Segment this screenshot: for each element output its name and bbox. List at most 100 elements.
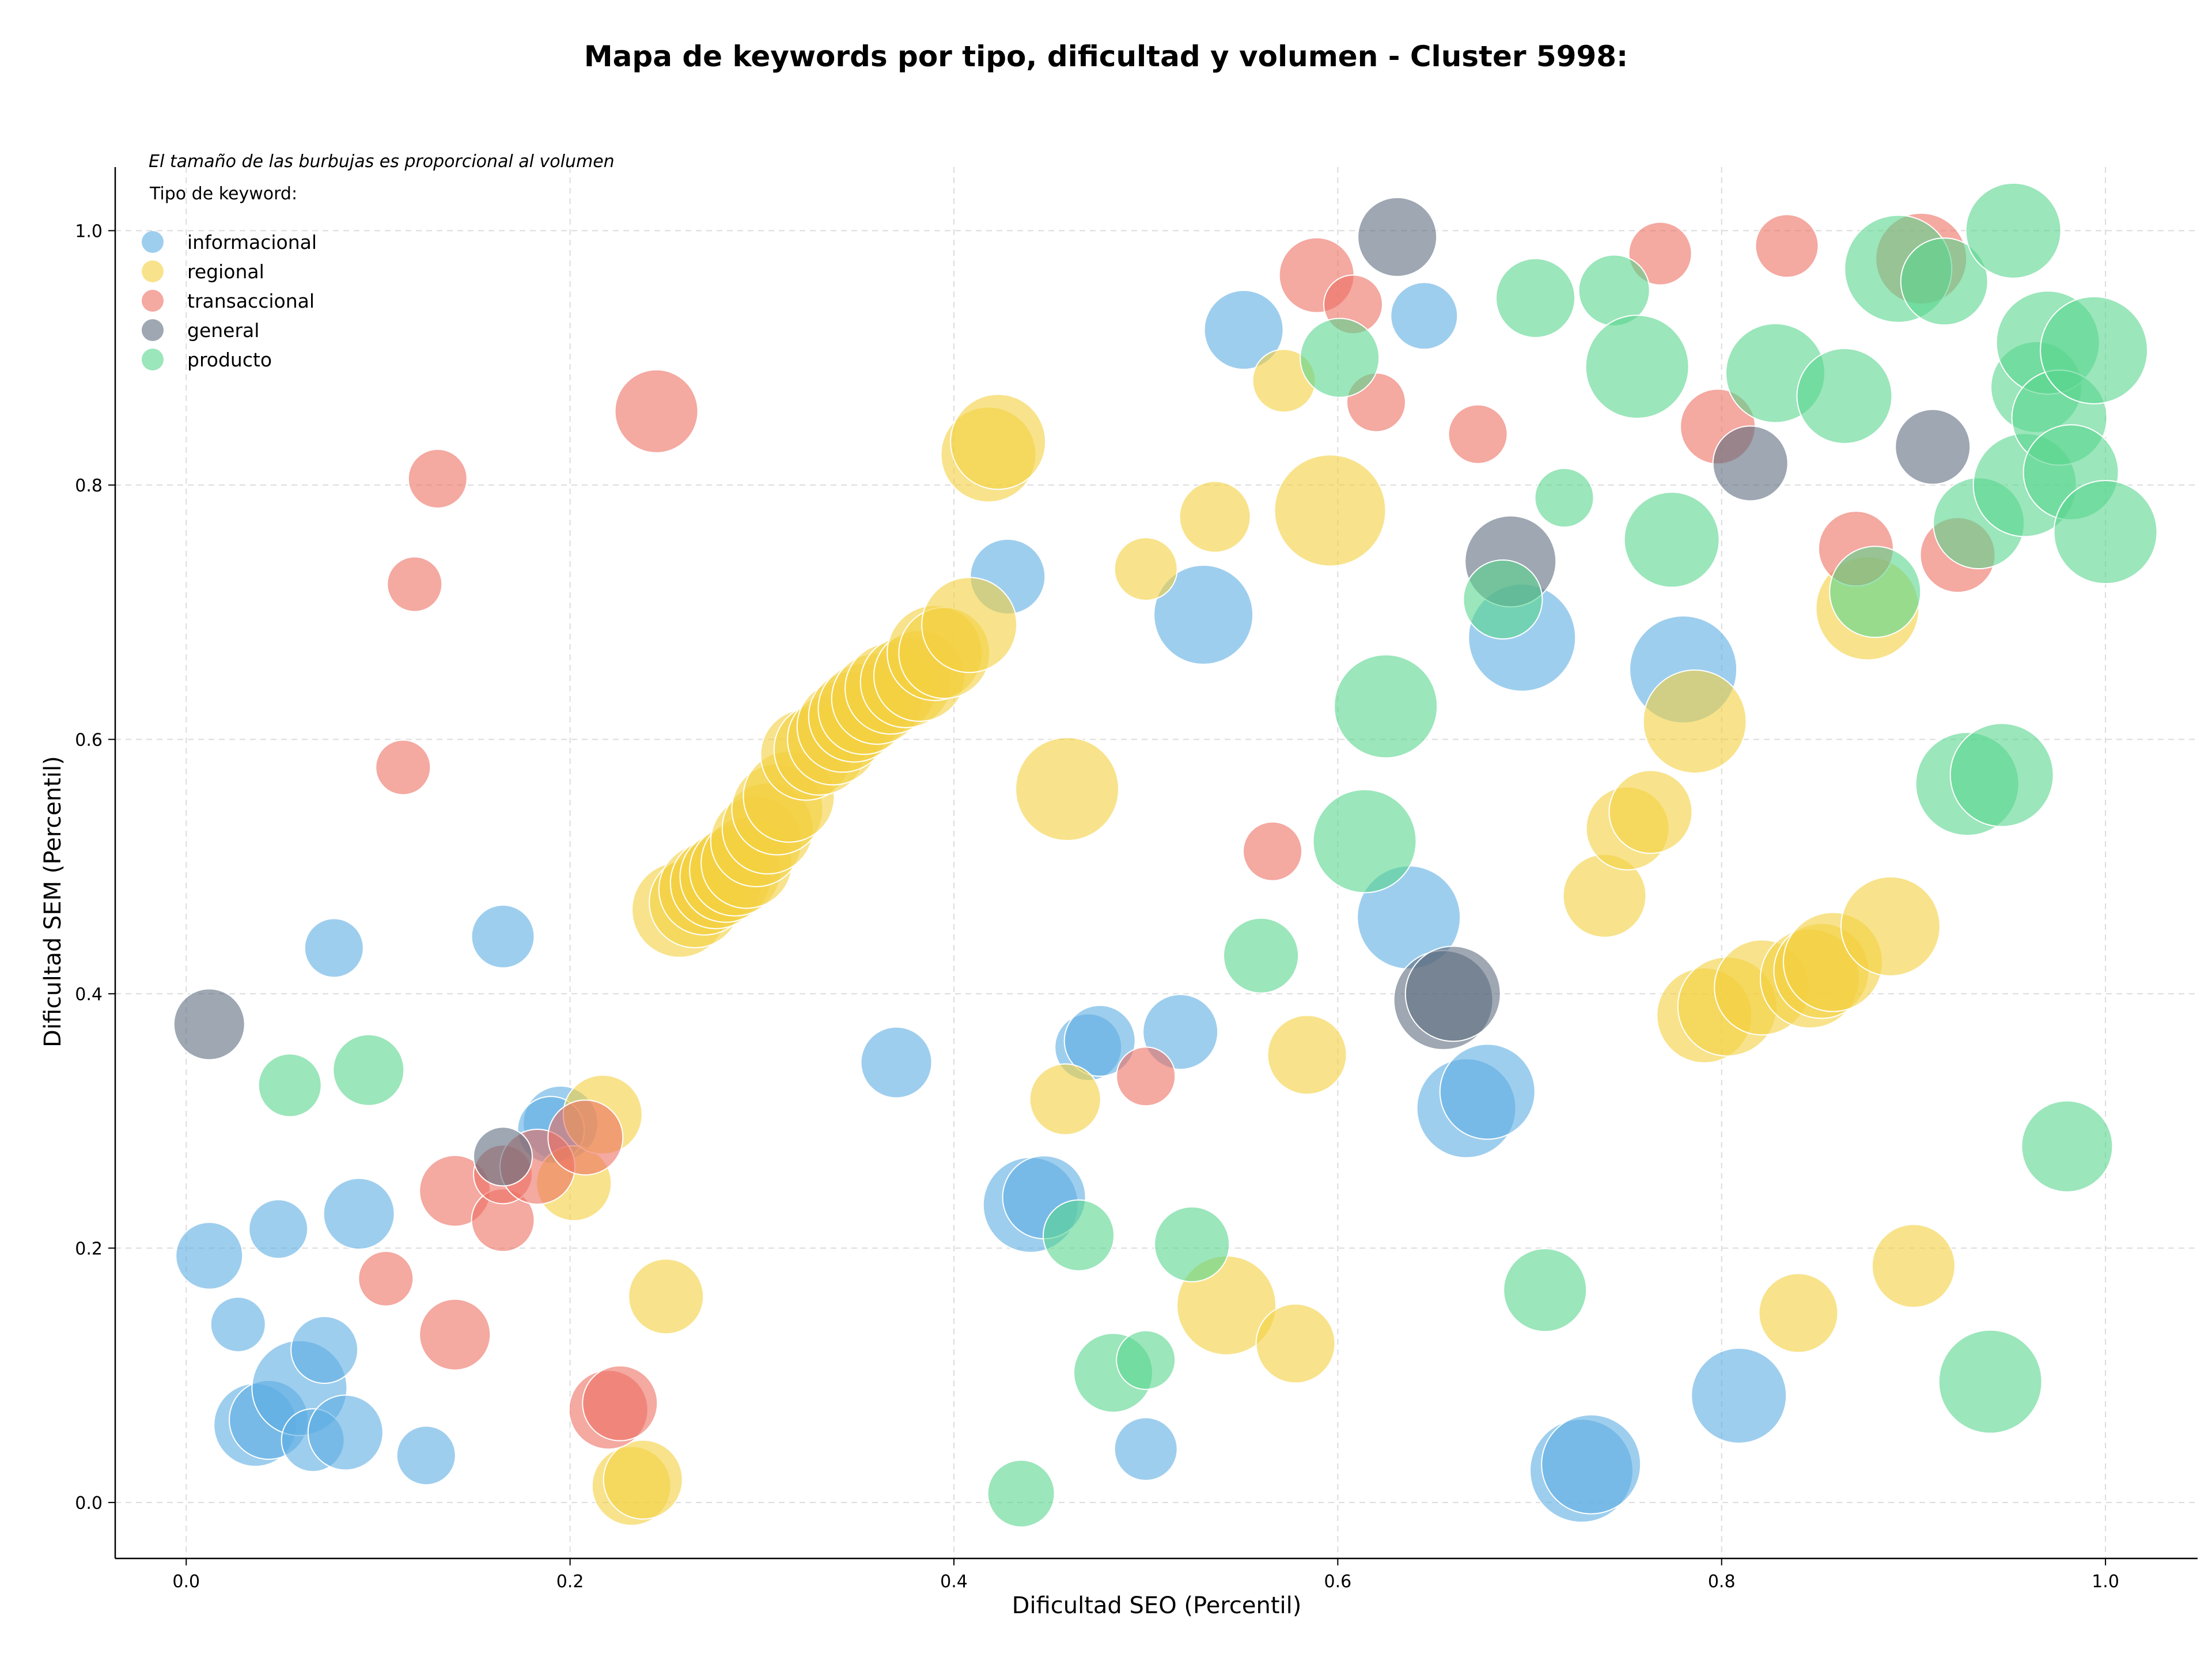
bubble-regional	[921, 577, 1018, 674]
y-axis-label: Dificultad SEM (Percentil)	[40, 756, 66, 1047]
bubble-transaccional	[358, 1250, 414, 1307]
legend-label-regional: regional	[187, 260, 264, 283]
bubble-transaccional	[387, 556, 443, 612]
y-tick-label: 0.6	[75, 730, 103, 750]
bubble-informacional	[248, 1199, 309, 1259]
bubble-producto	[1223, 917, 1300, 994]
bubble-producto	[1623, 491, 1720, 588]
bubble-regional	[1267, 1015, 1347, 1095]
bubble-informacional	[307, 1394, 384, 1471]
legend-marker-regional	[142, 260, 164, 282]
legend-label-informacional: informacional	[187, 231, 317, 253]
bubble-layer	[173, 182, 2158, 1528]
bubble-informacional	[304, 918, 364, 978]
bubble-producto	[1585, 315, 1690, 419]
legend-marker-producto	[142, 349, 164, 370]
series-producto	[257, 182, 2158, 1528]
y-tick-label: 0.0	[75, 1493, 103, 1514]
bubble-informacional	[1439, 1043, 1536, 1140]
legend-marker-general	[142, 319, 164, 341]
bubble-informacional	[1691, 1347, 1787, 1444]
bubble-regional	[1840, 876, 1941, 977]
bubble-informacional	[1063, 1005, 1136, 1077]
x-tick-label: 0.6	[1324, 1572, 1351, 1592]
bubble-informacional	[1203, 290, 1284, 370]
y-tick-label: 1.0	[75, 221, 103, 241]
bubble-producto	[2053, 480, 2158, 585]
bubble-producto	[1503, 1248, 1588, 1333]
bubble-transaccional	[375, 739, 431, 796]
tick-labels: 0.0 0.2 0.4 0.6 0.8 1.0 0.0 0.2 0.4 0.6 0.8 1.0	[75, 221, 2119, 1592]
legend-marker-transaccional	[142, 290, 164, 312]
bubble-transaccional	[1243, 821, 1303, 881]
legend-label-general: general	[187, 319, 259, 342]
bubble-producto	[987, 1459, 1055, 1528]
bubble-producto	[1495, 258, 1576, 338]
bubble-regional	[1113, 537, 1178, 601]
bubble-producto	[1949, 722, 2054, 827]
y-tick-label: 0.2	[75, 1239, 103, 1259]
bubble-producto	[257, 1053, 322, 1118]
bubble-producto	[2021, 1100, 2113, 1193]
bubble-regional	[1871, 1224, 1956, 1308]
bubble-producto	[1463, 559, 1543, 640]
bubble-transaccional	[1755, 214, 1819, 278]
bubble-producto	[1796, 347, 1893, 444]
x-tick-label: 0.0	[172, 1572, 200, 1592]
bubble-regional	[603, 1439, 683, 1520]
legend-title: Tipo de keyword:	[149, 184, 297, 204]
bubble-producto	[1965, 182, 2062, 279]
bubble-transaccional	[1628, 221, 1692, 286]
bubble-transaccional	[419, 1298, 491, 1371]
bubble-regional	[1029, 1063, 1101, 1136]
x-tick-label: 0.4	[940, 1572, 968, 1592]
bubble-informacional	[290, 1315, 359, 1384]
legend-label-transaccional: transaccional	[187, 290, 315, 312]
bubble-informacional	[396, 1425, 456, 1486]
x-axis-label: Dificultad SEO (Percentil)	[1012, 1592, 1302, 1619]
series-regional	[536, 349, 1956, 1526]
bubble-informacional	[1390, 282, 1459, 350]
bubble-informacional	[471, 905, 535, 969]
bubble-transaccional	[547, 1099, 624, 1176]
legend-label-producto: producto	[187, 349, 272, 371]
bubble-regional	[1642, 669, 1747, 774]
bubble-regional	[1758, 1273, 1839, 1353]
bubble-transaccional	[582, 1365, 658, 1441]
bubble-transaccional	[407, 448, 468, 509]
bubble-informacional	[1153, 565, 1254, 665]
bubble-producto	[332, 1034, 405, 1106]
x-tick-label: 0.2	[556, 1572, 584, 1592]
bubble-regional	[950, 394, 1047, 490]
bubble-general	[473, 1126, 533, 1187]
legend: El tamaño de las burbujas es proporciona…	[142, 152, 615, 371]
bubble-producto	[1534, 467, 1594, 528]
bubble-producto	[1312, 789, 1417, 894]
bubble-producto	[1043, 1199, 1115, 1272]
bubble-regional	[1608, 770, 1693, 854]
bubble-informacional	[1142, 994, 1219, 1070]
bubble-transaccional	[614, 369, 699, 453]
bubble-general	[173, 988, 245, 1061]
chart-title: Mapa de keywords por tipo, dificultad y …	[584, 40, 1628, 73]
size-note: El tamaño de las burbujas es proporciona…	[149, 152, 615, 172]
bubble-informacional	[860, 1026, 933, 1099]
bubble-producto	[1154, 1206, 1230, 1282]
bubble-general	[1712, 425, 1789, 502]
bubble-producto	[1900, 237, 1988, 326]
axes	[108, 167, 2198, 1565]
bubble-regional	[1015, 736, 1120, 841]
bubble-producto	[1116, 1330, 1176, 1390]
bubble-producto	[1829, 546, 1922, 638]
bubble-producto	[1938, 1329, 2043, 1434]
bubble-informacional	[323, 1178, 395, 1250]
bubble-transaccional	[1116, 1046, 1176, 1107]
y-tick-label: 0.4	[75, 985, 103, 1005]
bubble-regional	[1179, 480, 1251, 553]
bubble-producto	[2040, 296, 2149, 404]
bubble-transaccional	[1448, 404, 1508, 464]
bubble-producto	[1300, 317, 1380, 398]
bubble-informacional	[210, 1296, 266, 1353]
bubble-informacional	[1541, 1414, 1642, 1515]
